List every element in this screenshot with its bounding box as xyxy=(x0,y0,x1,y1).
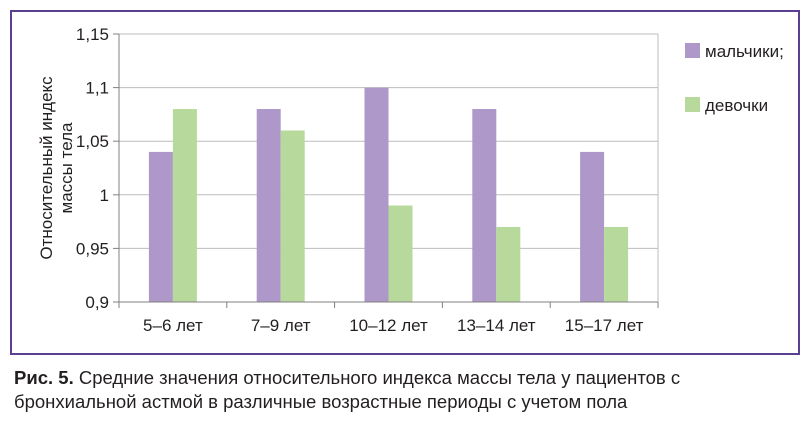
caption-text: Средние значения относительного индекса … xyxy=(14,367,681,412)
bar-boys xyxy=(148,151,173,302)
bars xyxy=(148,87,629,302)
y-tick-label: 1,15 xyxy=(76,25,109,44)
y-tick-label: 1,05 xyxy=(76,132,109,151)
axes xyxy=(113,33,659,308)
bar-boys xyxy=(472,109,497,302)
chart-frame: 0,9 0,95 1 1,05 1,1 1,15 5–6 лет 7–9 лет 10–12 … xyxy=(10,10,800,355)
y-axis-label: Относительный индекс массы тела xyxy=(37,76,76,260)
caption-label: Рис. 5. xyxy=(14,367,74,388)
legend-label: девочки xyxy=(705,96,768,115)
y-label-line: Относительный индекс xyxy=(37,76,56,260)
x-tick-label: 13–14 лет xyxy=(457,316,536,335)
bar-boys xyxy=(256,109,281,302)
bar-girls xyxy=(388,205,413,302)
x-tick-labels: 5–6 лет 7–9 лет 10–12 лет 13–14 лет 15–17 ле… xyxy=(143,316,644,335)
y-tick-label: 0,95 xyxy=(76,239,109,258)
legend: мальчики; девочки xyxy=(685,42,784,115)
y-tick-labels: 0,9 0,95 1 1,05 1,1 1,15 xyxy=(76,25,109,312)
y-tick-label: 1,1 xyxy=(85,79,109,98)
legend-swatch xyxy=(685,97,700,112)
y-label-line: массы тела xyxy=(57,122,76,213)
y-tick-label: 1 xyxy=(100,186,109,205)
bar-chart: 0,9 0,95 1 1,05 1,1 1,15 5–6 лет 7–9 лет 10–12 … xyxy=(37,25,784,335)
x-tick-label: 5–6 лет xyxy=(143,316,203,335)
y-tick-label: 0,9 xyxy=(85,293,109,312)
bar-boys xyxy=(364,87,389,302)
figure-caption: Рис. 5. Средние значения относительного … xyxy=(14,366,800,414)
bar-girls xyxy=(172,109,197,302)
x-tick-label: 15–17 лет xyxy=(565,316,644,335)
x-tick-label: 7–9 лет xyxy=(251,316,311,335)
y-label-group: Относительный индекс массы тела xyxy=(37,76,76,260)
bar-girls xyxy=(280,130,305,302)
legend-swatch xyxy=(685,43,700,58)
bar-girls xyxy=(496,226,521,302)
legend-label: мальчики; xyxy=(705,42,784,61)
bar-boys xyxy=(580,151,605,302)
x-tick-label: 10–12 лет xyxy=(349,316,428,335)
bar-girls xyxy=(604,226,629,302)
